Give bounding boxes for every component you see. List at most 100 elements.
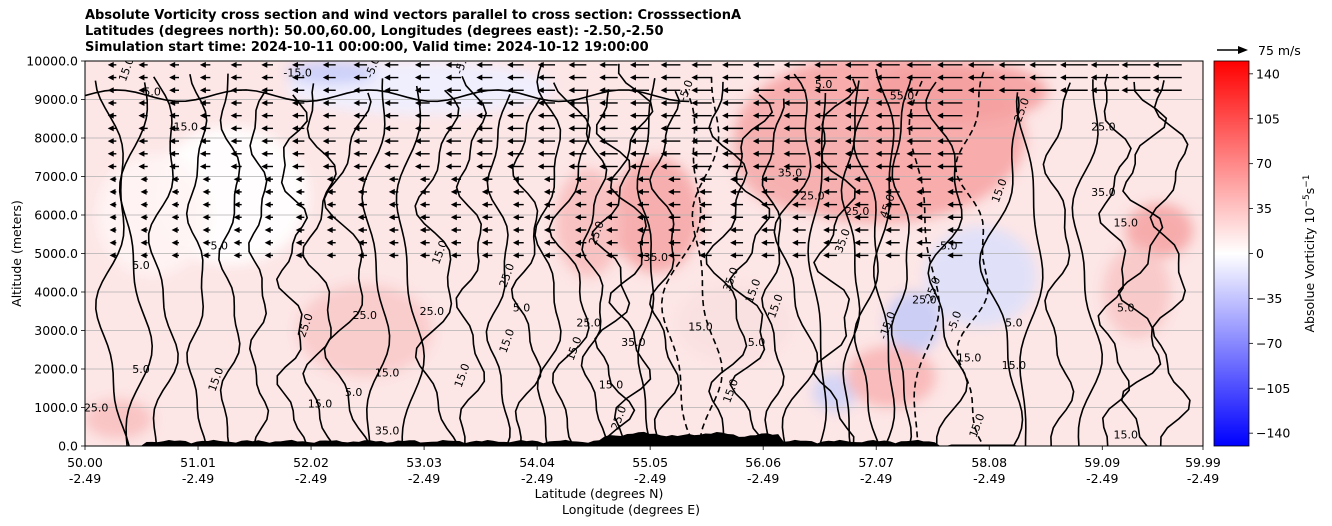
wind-vector-head — [322, 125, 329, 132]
wind-vector-head — [660, 163, 667, 170]
wind-vector-head — [414, 112, 421, 119]
wind-vector-head — [107, 138, 114, 145]
wind-vector-head — [171, 176, 178, 183]
wind-vector-head — [109, 252, 116, 259]
wind-vector-head — [947, 201, 954, 208]
wind-vector-head — [199, 99, 206, 106]
wind-vector-head — [1060, 74, 1067, 81]
wind-vector-head — [605, 239, 612, 246]
vorticity-contour — [118, 82, 154, 446]
wind-vector-head — [357, 239, 364, 246]
wind-vector-head — [169, 87, 176, 94]
y-tick-label: 10000.0 — [26, 54, 78, 69]
contour-label: 25.0 — [845, 205, 870, 218]
wind-vector-head — [885, 239, 892, 246]
wind-vector-head — [322, 87, 329, 94]
wind-vector-head — [353, 74, 360, 81]
wind-vector-head — [722, 138, 729, 145]
wind-vector-head — [885, 214, 892, 221]
wind-vector-head — [844, 74, 851, 81]
contour-label: 25.0 — [912, 294, 937, 307]
wind-vector-head — [629, 61, 636, 68]
x-tick-label-longitude: -2.49 — [295, 471, 327, 486]
quiver-key-arrow-head — [1238, 46, 1248, 54]
wind-vector-head — [169, 74, 176, 81]
wind-vector-head — [699, 201, 706, 208]
wind-vector-head — [691, 138, 698, 145]
vorticity-contour — [455, 75, 488, 446]
wind-vector-head — [660, 74, 667, 81]
wind-vector-head — [353, 112, 360, 119]
vorticity-contour — [185, 74, 208, 446]
contour-label: 35.0 — [621, 336, 646, 349]
wind-vector-head — [998, 87, 1005, 94]
wind-vector-head — [140, 188, 147, 195]
wind-vector-head — [568, 150, 575, 157]
wind-vector-head — [507, 163, 514, 170]
contour-label: 5.0 — [211, 240, 229, 253]
wind-vector-head — [814, 112, 821, 119]
terrain-silhouette — [85, 431, 1203, 446]
chart-title-line-1: Absolute Vorticity cross section and win… — [85, 8, 742, 23]
wind-vector-head — [109, 201, 116, 208]
colorbar-tick-label: −35 — [1256, 291, 1282, 306]
wind-vector-head — [699, 188, 706, 195]
wind-vector-head — [629, 125, 636, 132]
wind-vector-head — [906, 138, 913, 145]
contour-label: 55.0 — [890, 90, 915, 103]
wind-vector-head — [844, 163, 851, 170]
wind-vector-head — [507, 150, 514, 157]
wind-vector-head — [388, 188, 395, 195]
wind-vector-head — [599, 150, 606, 157]
wind-vector-head — [384, 61, 391, 68]
colorbar-label-exp2: −1 — [1302, 174, 1312, 187]
wind-vector-head — [384, 138, 391, 145]
wind-vector-head — [295, 227, 302, 234]
wind-vector-head — [574, 252, 581, 259]
wind-vector-head — [761, 252, 768, 259]
wind-vector-head — [1152, 74, 1159, 81]
wind-vector-head — [230, 99, 237, 106]
wind-vector-head — [138, 150, 145, 157]
wind-vector-head — [199, 125, 206, 132]
wind-vector-head — [202, 188, 209, 195]
wind-vector-head — [450, 252, 457, 259]
wind-vector-head — [761, 176, 768, 183]
wind-vector-head — [916, 227, 923, 234]
x-axis-label-longitude: Longitude (degrees E) — [562, 502, 700, 517]
wind-vector-head — [885, 176, 892, 183]
wind-vector-head — [476, 138, 483, 145]
wind-vector-head — [823, 176, 830, 183]
wind-vector-head — [233, 252, 240, 259]
colorbar-tick-label: −140 — [1256, 426, 1290, 441]
wind-vector-head — [722, 150, 729, 157]
wind-vector-head — [722, 61, 729, 68]
y-axis-label: Altitude (meters) — [9, 200, 24, 307]
wind-vector-head — [140, 214, 147, 221]
wind-vector-head — [264, 252, 271, 259]
wind-vector-head — [230, 150, 237, 157]
y-tick-label: 1000.0 — [34, 400, 78, 415]
wind-vector-head — [419, 188, 426, 195]
wind-vector-head — [169, 112, 176, 119]
wind-vector-head — [916, 201, 923, 208]
wind-vector-head — [481, 201, 488, 208]
wind-vector-head — [844, 99, 851, 106]
colorbar-tick-label: 35 — [1256, 201, 1272, 216]
x-tick-label-latitude: 50.00 — [67, 455, 103, 470]
wind-vector-head — [761, 188, 768, 195]
y-tick-label: 5000.0 — [34, 246, 78, 261]
wind-vector-head — [264, 201, 271, 208]
wind-vector-head — [844, 138, 851, 145]
vorticity-contour — [872, 68, 896, 446]
wind-vector-head — [668, 214, 675, 221]
wind-vector-head — [79, 202, 85, 208]
wind-vector-head — [916, 176, 923, 183]
wind-vector-head — [388, 239, 395, 246]
wind-vector-head — [476, 125, 483, 132]
contour-label: 15.0 — [1002, 359, 1027, 372]
x-tick-label-latitude: 52.02 — [293, 455, 329, 470]
wind-vector-head — [730, 176, 737, 183]
wind-vector-head — [171, 188, 178, 195]
contour-label: 35.0 — [1091, 186, 1116, 199]
